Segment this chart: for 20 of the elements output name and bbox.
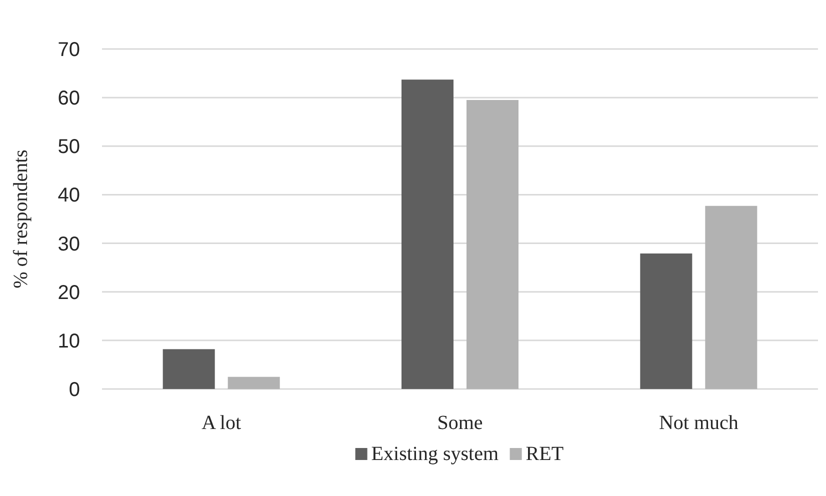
x-tick-label: A lot (202, 412, 242, 434)
y-tick-label: 70 (58, 39, 80, 61)
bar (466, 100, 518, 389)
y-tick-label: 0 (68, 379, 80, 401)
y-tick-label: 40 (58, 184, 80, 207)
legend-label: RET (526, 443, 564, 465)
x-tick-label: Not much (658, 412, 738, 434)
legend-label: Existing system (371, 443, 499, 465)
bar (228, 376, 280, 389)
bar (402, 80, 454, 389)
y-tick-label: 60 (58, 88, 80, 110)
bar (705, 206, 758, 389)
y-axis-title: % of respondents (10, 149, 32, 288)
bar (640, 253, 692, 389)
x-tick-label: Some (437, 412, 483, 434)
y-tick-label: 20 (58, 282, 80, 304)
y-tick-label: 30 (58, 233, 80, 256)
bar (162, 349, 215, 389)
y-tick-label: 10 (58, 330, 80, 352)
y-tick-label: 50 (58, 136, 80, 158)
